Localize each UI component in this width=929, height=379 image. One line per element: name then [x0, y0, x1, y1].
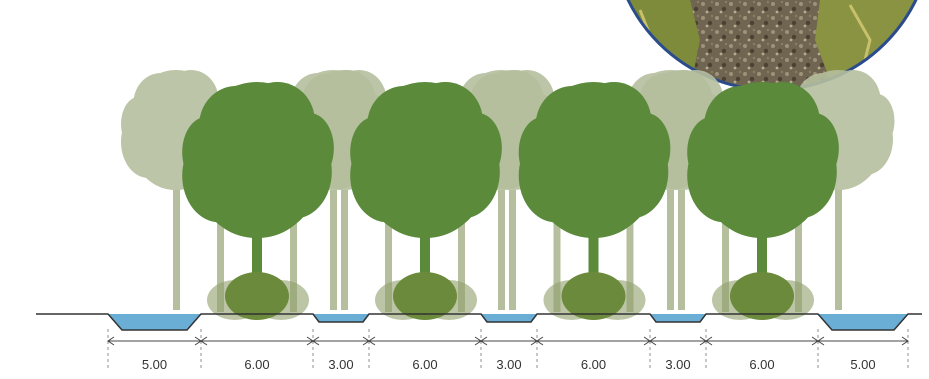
arrowhead — [705, 336, 713, 346]
dimension-label: 5.00 — [850, 357, 875, 372]
background-trunk — [498, 190, 505, 310]
main-tree-trunk — [757, 200, 767, 312]
shrub — [543, 272, 646, 320]
side-trunk — [290, 215, 297, 312]
water-channel — [650, 314, 706, 322]
background-trunk — [667, 190, 674, 310]
side-trunk — [458, 215, 465, 312]
main-tree-trunk — [252, 200, 262, 312]
arrowhead — [107, 336, 115, 346]
background-trunk — [509, 190, 516, 310]
water-swale — [818, 314, 908, 330]
ground-profile — [36, 313, 922, 331]
side-trunk — [385, 215, 392, 312]
arrowhead — [312, 336, 320, 346]
dimension-line: 5.00 6.00 3.00 6.00 3.00 6.00 3.00 6.00 5.00 — [107, 329, 909, 372]
main-tree-trunk — [420, 200, 430, 312]
arrowhead — [200, 336, 208, 346]
arrowhead — [480, 336, 488, 346]
arrowhead — [368, 336, 376, 346]
dimension-label: 6.00 — [749, 357, 774, 372]
shrub — [207, 272, 309, 320]
background-trunk — [678, 190, 685, 310]
dimension-label: 6.00 — [581, 357, 606, 372]
side-trunk — [626, 215, 634, 312]
main-tree-canopy — [518, 82, 671, 238]
dimension-label: 3.00 — [328, 357, 353, 372]
dimension-label: 3.00 — [496, 357, 521, 372]
dimension-label: 6.00 — [244, 357, 269, 372]
arrowhead — [817, 336, 825, 346]
arrowhead — [901, 336, 909, 346]
background-trunk — [173, 190, 180, 310]
background-trunk — [341, 190, 348, 310]
foreground-tree-layer — [182, 82, 839, 312]
water-channel — [481, 314, 537, 322]
main-tree-canopy — [687, 82, 839, 238]
arrowhead — [649, 336, 657, 346]
background-trunk — [330, 190, 337, 310]
main-tree-canopy — [182, 82, 334, 238]
dimension-label: 6.00 — [412, 357, 437, 372]
arrowhead — [536, 336, 544, 346]
side-trunk — [722, 215, 729, 312]
side-trunk — [553, 215, 561, 312]
background-trunk — [835, 190, 842, 310]
water-channel — [313, 314, 369, 322]
dimension-label: 5.00 — [142, 357, 167, 372]
ground-line — [36, 313, 922, 331]
side-trunk — [795, 215, 802, 312]
water-swale — [108, 314, 201, 330]
shrub — [375, 272, 477, 320]
main-tree-canopy — [350, 82, 502, 238]
shrub — [712, 272, 814, 320]
side-trunk — [217, 215, 224, 312]
main-tree-trunk — [588, 200, 599, 312]
shrub-layer — [207, 272, 814, 320]
dimension-label: 3.00 — [665, 357, 690, 372]
